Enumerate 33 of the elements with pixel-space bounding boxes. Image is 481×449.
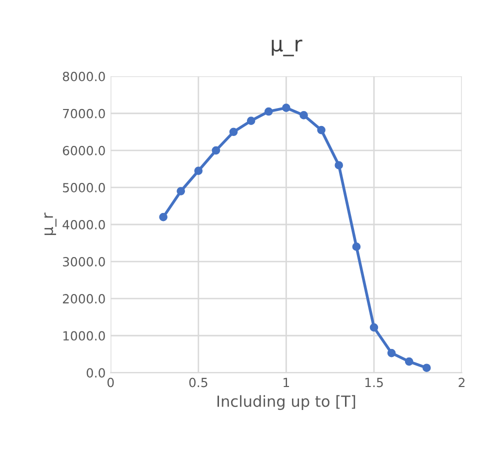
y-tick-label: 3000.0	[62, 257, 105, 266]
x-tick-label: 2	[458, 378, 464, 388]
y-tick-label: 8000.0	[62, 72, 105, 82]
y-tick-label: 2000.0	[62, 294, 105, 304]
y-tick-label: 4000.0	[62, 220, 105, 230]
y-axis-title: μ_r	[44, 212, 56, 236]
x-tick-label: 1.5	[365, 378, 383, 388]
point	[229, 128, 238, 136]
y-tick-label: 0.0	[86, 368, 105, 378]
point	[317, 126, 326, 134]
x-tick-label: 0.5	[189, 378, 208, 388]
x-tick-label: 0	[107, 378, 114, 388]
point	[212, 146, 220, 155]
point	[422, 364, 431, 372]
point	[352, 242, 361, 251]
point	[370, 323, 378, 332]
y-tick-label: 1000.0	[63, 331, 105, 341]
point	[194, 166, 203, 175]
point	[264, 107, 273, 116]
point	[282, 104, 290, 112]
point	[404, 357, 414, 366]
y-tick-label: 5000.0	[62, 182, 105, 192]
point	[334, 161, 344, 170]
point	[387, 348, 396, 358]
point	[159, 212, 168, 222]
point	[176, 186, 186, 196]
point	[246, 116, 256, 125]
x-tick-label: 1	[284, 378, 290, 388]
point	[300, 111, 308, 120]
x-axis-title: Including up to [T]	[218, 395, 356, 410]
y-tick-label: 6000.0	[62, 146, 105, 156]
y-tick-label: 7000.0	[63, 108, 105, 118]
chart-title: μ_r	[272, 40, 302, 56]
